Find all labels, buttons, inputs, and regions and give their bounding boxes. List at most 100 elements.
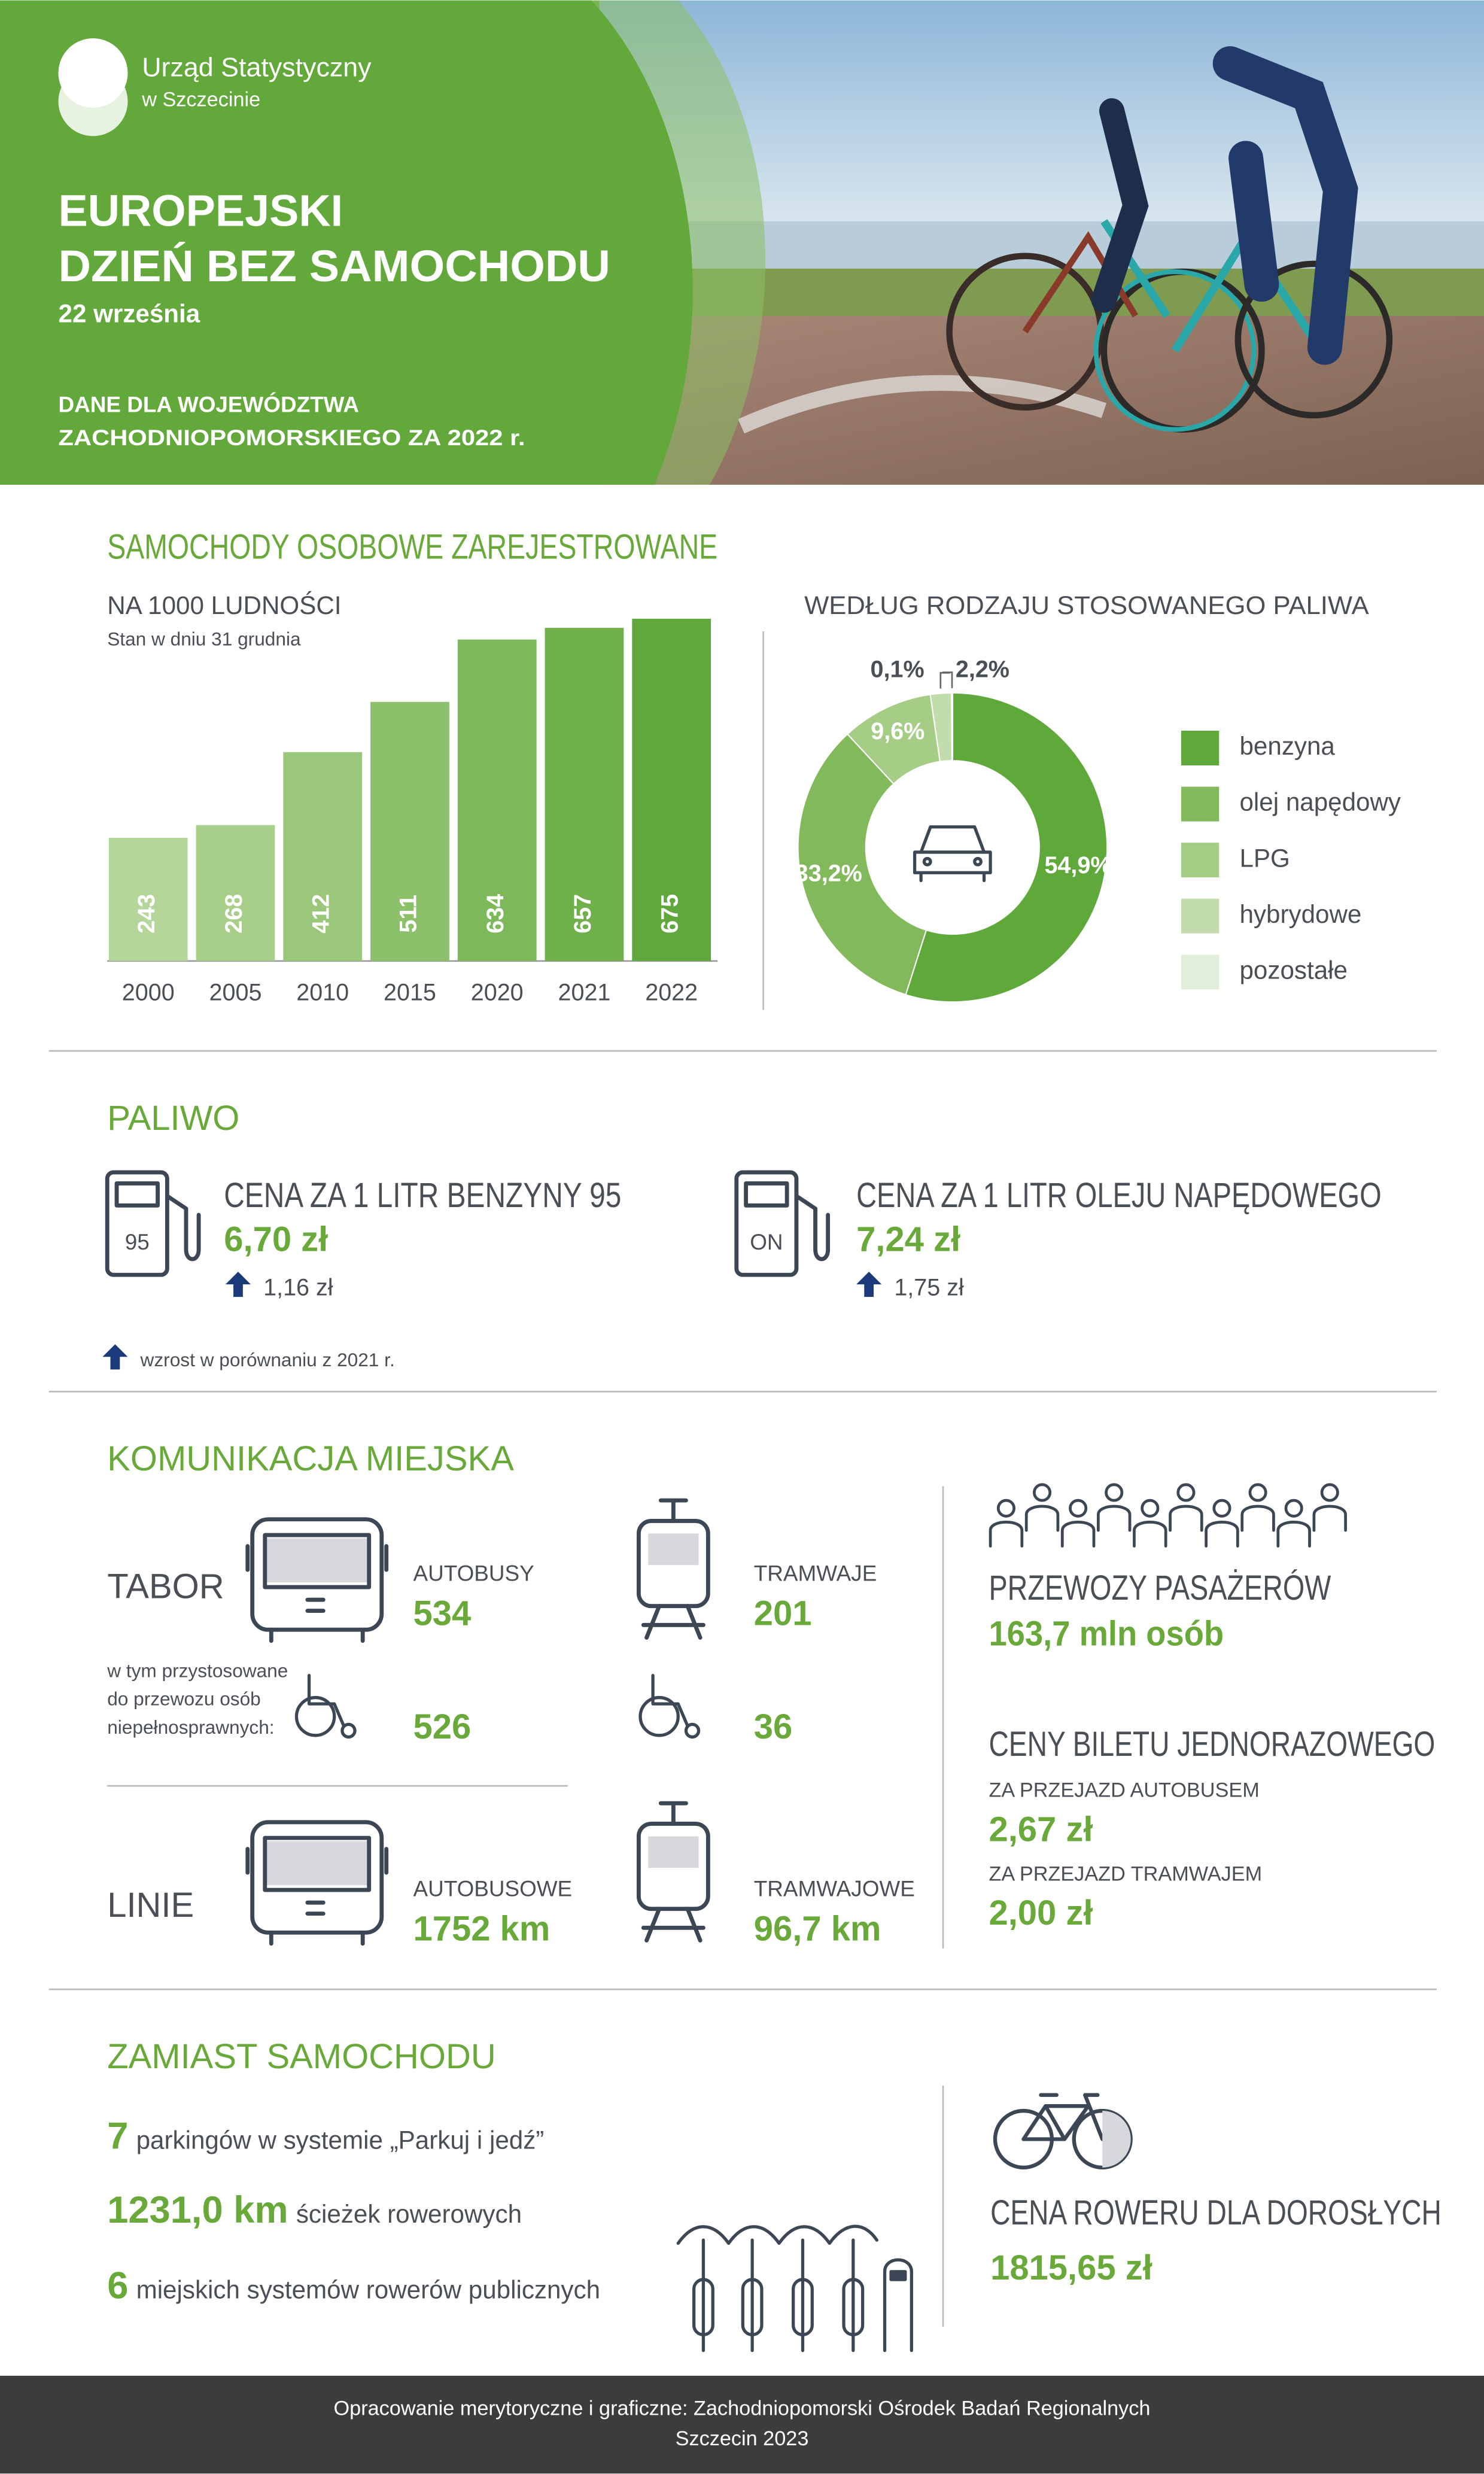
person-icon bbox=[1240, 1505, 1275, 1532]
chart-subtitle: Stan w dniu 31 grudnia bbox=[107, 628, 301, 650]
tram-icons bbox=[636, 1498, 710, 1943]
fleet-label: TABOR bbox=[107, 1568, 224, 1606]
bike-price-value: 1815,65 zł bbox=[990, 2249, 1152, 2287]
person-icon bbox=[1284, 1499, 1303, 1518]
leader-line bbox=[939, 671, 950, 689]
person-icon bbox=[1312, 1505, 1347, 1532]
bar-label: 412 bbox=[308, 894, 334, 934]
passengers-value: 163,7 mln osób bbox=[989, 1615, 1224, 1654]
bar-label: 634 bbox=[482, 894, 509, 934]
ticket-price: 2,00 zł bbox=[989, 1894, 1093, 1932]
x-tick-label: 2005 bbox=[209, 980, 262, 1006]
person-icon bbox=[1105, 1483, 1124, 1502]
scope: DANE DLA WOJEWÓDZTWA bbox=[59, 392, 360, 417]
ticket-name: ZA PRZEJAZD AUTOBUSEM bbox=[989, 1779, 1259, 1802]
person-icon bbox=[1069, 1499, 1088, 1518]
alt-item: 7 parkingów w systemie „Parkuj i jedź” bbox=[107, 2115, 544, 2157]
legend-label: olej napędowy bbox=[1239, 788, 1401, 816]
pump-icon bbox=[105, 1170, 831, 1277]
org-name: Urząd Statystyczny bbox=[142, 52, 372, 82]
legend-swatch bbox=[1181, 731, 1220, 765]
person-icon bbox=[989, 1520, 1024, 1548]
x-tick-label: 2021 bbox=[558, 980, 610, 1006]
bar-label: 511 bbox=[395, 895, 421, 933]
passengers-title: PRZEWOZY PASAŻERÓW bbox=[989, 1569, 1331, 1607]
alt-text: miejskich systemów rowerów publicznych bbox=[136, 2276, 600, 2304]
x-tick-label: 2010 bbox=[296, 980, 349, 1006]
bar-label: 243 bbox=[133, 894, 160, 934]
legend-swatch bbox=[1181, 843, 1220, 878]
section-title: SAMOCHODY OSOBOWE ZAREJESTROWANE bbox=[107, 528, 717, 567]
person-icon bbox=[1032, 1483, 1052, 1502]
legend-label: LPG bbox=[1239, 844, 1290, 872]
title: EUROPEJSKI bbox=[59, 186, 343, 236]
header-photo bbox=[0, 0, 1484, 485]
bar bbox=[632, 618, 711, 961]
fleet-name: TRAMWAJE bbox=[754, 1561, 877, 1586]
org-city: w Szczecinie bbox=[141, 88, 260, 111]
fuel-name: CENA ZA 1 LITR OLEJU NAPĘDOWEGO bbox=[856, 1177, 1382, 1215]
alt-item: 1231,0 km ścieżek rowerowych bbox=[107, 2189, 522, 2231]
slice-label: 9,6% bbox=[871, 718, 925, 744]
line-name: TRAMWAJOWE bbox=[754, 1877, 915, 1901]
person-icon bbox=[1096, 1505, 1132, 1532]
ticket-name: ZA PRZEJAZD TRAMWAJEM bbox=[989, 1862, 1262, 1885]
bar bbox=[283, 752, 363, 961]
pump-label: 95 bbox=[125, 1230, 150, 1254]
section-title: KOMUNIKACJA MIEJSKA bbox=[107, 1440, 514, 1478]
x-tick-label: 2020 bbox=[471, 980, 524, 1006]
legend-swatch bbox=[1181, 786, 1220, 822]
legend-swatch bbox=[1181, 955, 1220, 990]
people-icons bbox=[989, 1483, 1347, 1548]
donut-slice bbox=[797, 733, 928, 996]
x-tick-label: 2015 bbox=[384, 980, 436, 1006]
donut-slice bbox=[905, 692, 1108, 1003]
alt-value: 7 bbox=[107, 2115, 128, 2157]
bike-price-title: CENA ROWERU DLA DOROSŁYCH bbox=[990, 2194, 1442, 2232]
person-icon bbox=[1320, 1483, 1339, 1502]
logo: Urząd Statystyczny w Szczecinie bbox=[58, 38, 372, 136]
bar bbox=[457, 639, 537, 961]
alt-value: 1231,0 km bbox=[107, 2189, 288, 2231]
accessible-note: do przewozu osób bbox=[107, 1688, 261, 1710]
scope: ZACHODNIOPOMORSKIEGO ZA 2022 r. bbox=[59, 425, 525, 450]
legend-swatch bbox=[1181, 898, 1220, 934]
person-icon bbox=[1141, 1499, 1160, 1518]
person-icon bbox=[1276, 1520, 1311, 1548]
bike-rack-icon bbox=[676, 2224, 913, 2353]
fuel-note: wzrost w porównaniu z 2021 r. bbox=[140, 1349, 395, 1370]
donut-slice bbox=[951, 692, 953, 762]
person-icon bbox=[1060, 1520, 1096, 1548]
x-tick-label: 2022 bbox=[645, 980, 698, 1006]
alt-item: 6 miejskich systemów rowerów publicznych bbox=[107, 2265, 600, 2307]
chart-title: NA 1000 LUDNOŚCI bbox=[107, 591, 341, 619]
accessible-note: w tym przystosowane bbox=[107, 1660, 288, 1681]
fuel-name: CENA ZA 1 LITR BENZYNY 95 bbox=[224, 1177, 621, 1215]
charts: 243 2000 268 2005 412 2010 511 2015 634 2020 657 20… bbox=[107, 618, 1401, 1006]
fuel-price: 7,24 zł bbox=[856, 1221, 960, 1259]
person-icon bbox=[1133, 1520, 1167, 1548]
bus-icons bbox=[245, 1517, 389, 1946]
legend-label: benzyna bbox=[1239, 732, 1335, 760]
fuel-price: 6,70 zł bbox=[224, 1221, 328, 1259]
x-tick-label: 2000 bbox=[122, 980, 175, 1006]
fleet-value: 534 bbox=[413, 1594, 471, 1633]
alt-value: 6 bbox=[107, 2265, 128, 2307]
section-title: PALIWO bbox=[107, 1099, 239, 1138]
bar bbox=[370, 701, 449, 961]
line-value: 1752 km bbox=[413, 1910, 550, 1948]
chart-title: WEDŁUG RODZAJU STOSOWANEGO PALIWA bbox=[804, 591, 1369, 619]
person-icon bbox=[1176, 1483, 1196, 1502]
bar bbox=[196, 825, 275, 961]
footer-text: Opracowanie merytoryczne i graficzne: Za… bbox=[334, 2397, 1151, 2420]
fleet-name: AUTOBUSY bbox=[413, 1561, 534, 1586]
bar-label: 268 bbox=[221, 894, 247, 934]
person-icon bbox=[1248, 1483, 1267, 1502]
slice-label: 33,2% bbox=[795, 861, 862, 887]
footer-text: Szczecin 2023 bbox=[676, 2427, 809, 2450]
title: DZIEŃ BEZ SAMOCHODU bbox=[59, 241, 610, 291]
lines-label: LINIE bbox=[107, 1886, 194, 1925]
bar-label: 657 bbox=[570, 894, 596, 934]
up-arrow bbox=[102, 1271, 882, 1370]
